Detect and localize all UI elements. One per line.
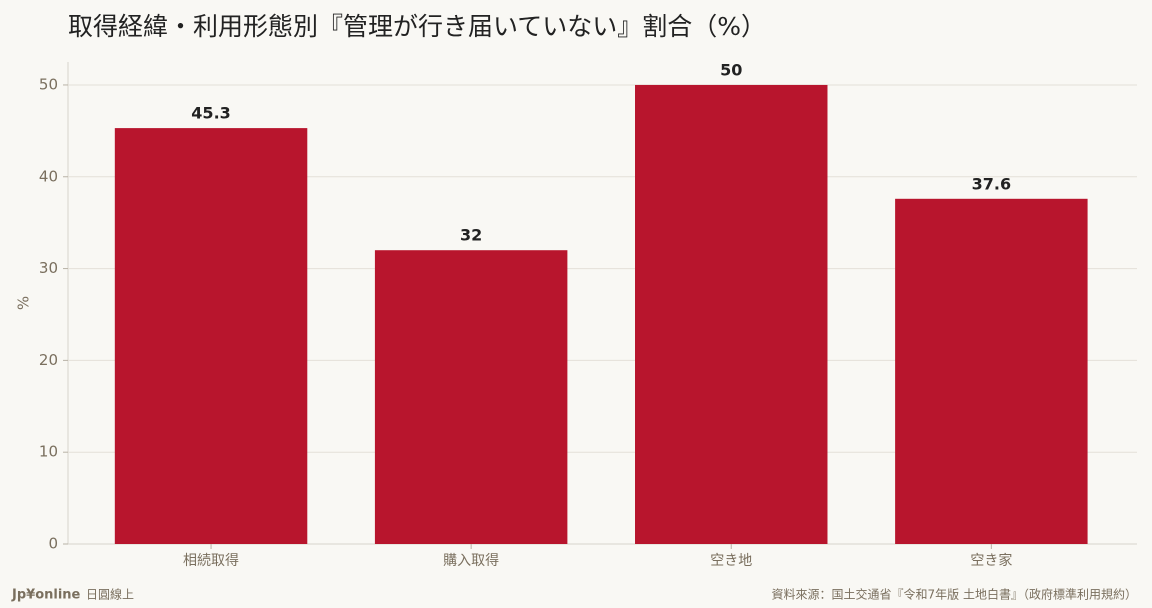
- y-tick-label: 20: [39, 351, 58, 369]
- value-label: 37.6: [972, 174, 1011, 193]
- value-label: 50: [720, 60, 742, 79]
- bar: [635, 84, 828, 544]
- y-tick-label: 30: [39, 259, 58, 277]
- bar: [374, 250, 568, 544]
- y-tick-label: 10: [39, 443, 58, 461]
- value-label: 32: [460, 226, 482, 245]
- x-tick-label: 相続取得: [183, 552, 239, 569]
- bar: [895, 198, 1088, 544]
- brand-sub: 日圓線上: [86, 587, 134, 602]
- y-tick-label: 40: [39, 167, 58, 185]
- x-tick-label: 空き家: [970, 552, 1012, 569]
- bar: [114, 128, 308, 545]
- x-tick-label: 空き地: [710, 553, 752, 569]
- y-tick-label: 0: [48, 535, 58, 553]
- chart-title: 取得経緯・利用形態別『管理が行き届いていない』割合（%）: [68, 12, 766, 41]
- value-label: 45.3: [191, 104, 230, 123]
- source: 資料來源：国土交通省『令和7年版 土地白書』（政府標準利用規約）: [772, 587, 1137, 602]
- x-tick-label: 購入取得: [443, 552, 499, 569]
- brand: Jp¥online: [11, 588, 81, 603]
- y-tick-label: 50: [39, 75, 58, 93]
- y-axis-label: %: [15, 296, 33, 310]
